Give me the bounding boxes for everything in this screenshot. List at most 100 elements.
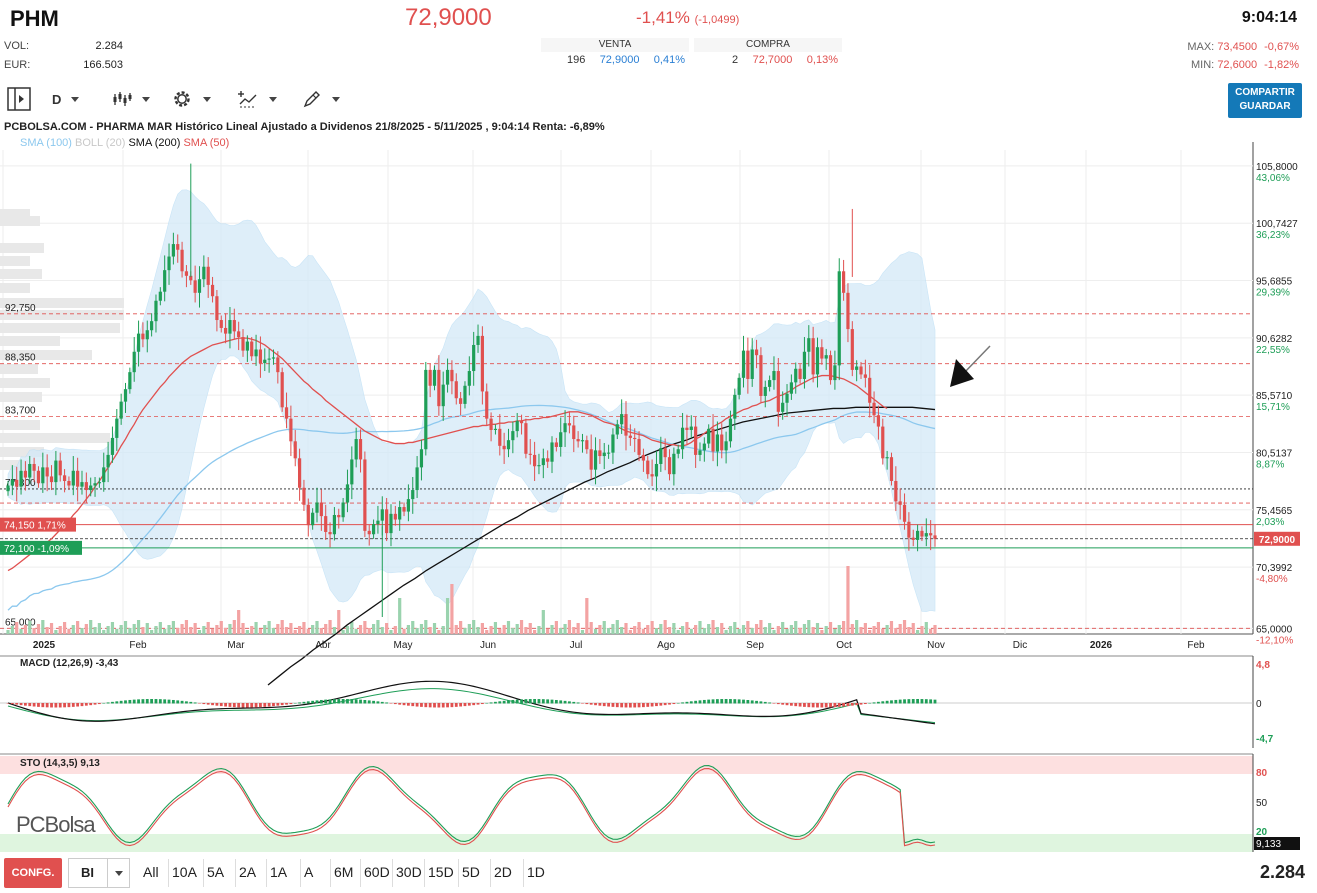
candle: [463, 385, 467, 404]
sto-tick-label: 20: [1256, 827, 1268, 838]
candle: [210, 284, 215, 297]
range-button-6m[interactable]: 6M: [334, 864, 354, 880]
volume-bar: [432, 623, 437, 634]
range-button-5a[interactable]: 5A: [207, 864, 225, 880]
volume-profile-bar: [0, 323, 120, 333]
volume-bar: [136, 620, 141, 634]
indicators-select[interactable]: [237, 87, 277, 111]
range-button-5d[interactable]: 5D: [462, 864, 480, 880]
candle: [615, 424, 619, 435]
range-button-2d[interactable]: 2D: [494, 864, 512, 880]
macd-histogram-bar: [515, 699, 519, 704]
volume-bar: [250, 626, 254, 634]
candle: [920, 530, 924, 537]
volume-bar: [258, 629, 263, 634]
macd-histogram-bar: [881, 701, 885, 704]
range-button-1d[interactable]: 1D: [527, 864, 545, 880]
volume-bar: [297, 626, 302, 634]
candle: [794, 368, 798, 383]
macd-histogram-bar: [402, 703, 406, 706]
drawing-tools-select[interactable]: [302, 87, 340, 111]
candle: [789, 382, 793, 394]
macd-histogram-bar: [681, 702, 684, 704]
macd-histogram-bar: [167, 699, 171, 704]
period-select[interactable]: D: [52, 87, 80, 111]
volume-bar: [598, 625, 602, 634]
volume-bar: [154, 626, 158, 634]
settings-select[interactable]: [171, 87, 211, 111]
macd-histogram-bar: [132, 699, 136, 704]
range-button-15d[interactable]: 15D: [428, 864, 454, 880]
volume-bar: [19, 629, 23, 634]
volume-bar: [493, 622, 498, 634]
range-button-1a[interactable]: 1A: [270, 864, 288, 880]
candle: [245, 341, 249, 351]
candle: [785, 393, 789, 403]
macd-histogram-bar: [228, 703, 232, 707]
macd-histogram-bar: [446, 703, 449, 708]
y-tick-label: 70,3992: [1256, 563, 1293, 574]
macd-histogram-bar: [441, 703, 445, 708]
macd-histogram-bar: [15, 703, 19, 705]
macd-histogram-bar: [424, 703, 428, 708]
macd-histogram-bar: [546, 699, 550, 704]
candle: [515, 420, 519, 432]
candle: [550, 442, 554, 462]
range-button-2a[interactable]: 2A: [239, 864, 257, 880]
candle: [358, 439, 363, 460]
volume-bar: [254, 622, 258, 634]
macd-histogram-bar: [450, 703, 454, 708]
range-button-a[interactable]: A: [304, 864, 314, 880]
volume-bar: [502, 625, 506, 634]
volume-bar: [519, 620, 524, 634]
candle: [163, 270, 167, 292]
candle: [646, 460, 650, 475]
level-label: 92,750: [5, 303, 36, 314]
macd-histogram-bar: [219, 703, 223, 707]
max-label: MAX:: [1187, 41, 1215, 53]
volume-bar: [306, 629, 310, 634]
volume-bar: [80, 628, 84, 634]
volume-bar: [933, 625, 937, 634]
candle: [28, 463, 32, 478]
candle: [380, 509, 384, 521]
x-tick-label: Oct: [836, 640, 852, 651]
macd-histogram-bar: [803, 703, 806, 707]
legend-sma50: SMA (50): [183, 137, 230, 149]
chart-type-select[interactable]: [112, 87, 150, 111]
share-save-button[interactable]: COMPARTIR GUARDAR: [1228, 83, 1302, 118]
macd-histogram-bar: [755, 700, 758, 704]
last-price-badge-label: 72,9000: [1259, 535, 1296, 546]
volume-profile-bar: [0, 283, 30, 293]
change-pct: -1,41%: [636, 8, 690, 27]
range-button-all[interactable]: All: [143, 864, 159, 880]
macd-histogram-bar: [428, 703, 432, 708]
y-tick-pct: 8,87%: [1256, 459, 1284, 470]
macd-histogram-bar: [794, 703, 798, 707]
scale-select[interactable]: BI: [68, 858, 130, 888]
range-button-10a[interactable]: 10A: [172, 864, 197, 880]
candle: [933, 535, 937, 539]
range-button-30d[interactable]: 30D: [396, 864, 422, 880]
arrow-head: [950, 359, 974, 387]
macd-histogram-bar: [41, 703, 45, 708]
macd-histogram-bar: [50, 703, 53, 708]
volume-bar: [850, 624, 854, 634]
compra-pct: 0,13%: [806, 54, 838, 66]
price-chart[interactable]: 92,75088,35083,70077,30065,000105,800043…: [0, 118, 1317, 855]
range-button-60d[interactable]: 60D: [364, 864, 390, 880]
panel-toggle-button[interactable]: [6, 87, 32, 111]
macd-histogram-bar: [37, 703, 40, 707]
macd-histogram-bar: [524, 699, 528, 704]
macd-histogram-bar: [646, 703, 650, 707]
volume-bar: [741, 625, 746, 634]
candle: [798, 368, 802, 379]
volume-bar: [428, 627, 432, 634]
config-button[interactable]: CONFG.: [4, 858, 62, 888]
candle: [680, 427, 685, 450]
volume-bar: [398, 598, 402, 634]
candle: [837, 271, 841, 366]
macd-histogram-bar: [6, 703, 10, 704]
macd-histogram-bar: [158, 699, 162, 704]
chevron-down-icon: [332, 96, 340, 102]
